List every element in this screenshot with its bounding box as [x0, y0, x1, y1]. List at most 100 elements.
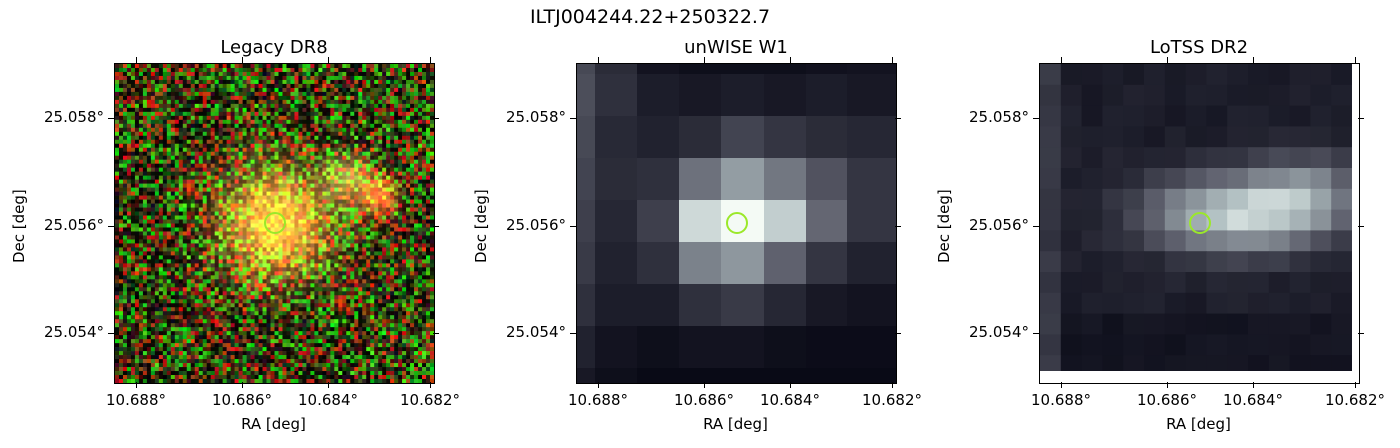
pixel	[154, 291, 160, 296]
pixel	[238, 64, 243, 69]
pixel	[262, 75, 267, 81]
pixel	[226, 71, 231, 77]
pixel	[286, 307, 291, 312]
pixel	[150, 179, 156, 184]
pixel	[150, 211, 156, 216]
pixel	[134, 99, 140, 105]
pixel	[382, 279, 387, 284]
pixel	[122, 179, 128, 184]
pixel	[194, 67, 200, 73]
pixel	[254, 67, 259, 73]
pixel	[134, 71, 140, 77]
pixel	[190, 231, 196, 236]
pixel	[138, 271, 144, 276]
pixel	[270, 123, 275, 129]
pixel	[270, 75, 275, 81]
pixel	[354, 103, 359, 109]
pixel	[346, 99, 351, 105]
pixel	[194, 175, 200, 180]
pixel	[254, 191, 259, 196]
pixel	[130, 159, 136, 164]
pixel	[350, 83, 355, 89]
pixel	[310, 287, 315, 292]
pixel	[138, 239, 144, 244]
pixel	[146, 303, 152, 308]
pixel	[370, 203, 375, 208]
pixel	[318, 219, 323, 224]
pixel	[254, 163, 259, 168]
pixel	[178, 219, 184, 224]
pixel	[274, 179, 279, 184]
pixel	[174, 135, 180, 141]
pixel	[354, 139, 359, 145]
pixel	[170, 219, 176, 224]
pixel	[242, 131, 247, 137]
pixel	[318, 291, 323, 296]
pixel	[322, 131, 327, 137]
pixel	[170, 183, 176, 188]
pixel	[186, 127, 192, 133]
pixel	[162, 259, 168, 264]
pixel	[306, 111, 311, 117]
pixel	[406, 139, 411, 145]
pixel	[186, 287, 192, 292]
pixel	[222, 259, 227, 264]
pixel	[338, 251, 343, 256]
pixel	[150, 271, 156, 276]
pixel	[306, 115, 311, 121]
pixel	[238, 283, 243, 288]
pixel	[122, 107, 128, 113]
pixel	[202, 167, 208, 172]
pixel	[194, 155, 200, 160]
pixel	[266, 295, 271, 300]
pixel	[202, 267, 208, 272]
pixel	[210, 231, 215, 236]
pixel	[362, 143, 367, 149]
pixel	[202, 187, 208, 192]
pixel	[206, 167, 211, 172]
pixel	[170, 155, 176, 160]
pixel	[422, 291, 427, 296]
pixel	[310, 203, 315, 208]
pixel	[414, 155, 419, 160]
pixel	[198, 111, 204, 117]
pixel	[406, 199, 411, 204]
pixel	[326, 87, 331, 93]
pixel	[338, 151, 343, 157]
pixel	[162, 167, 168, 172]
pixel	[394, 279, 399, 284]
pixel	[350, 307, 355, 312]
pixel	[294, 215, 299, 220]
pixel	[254, 187, 259, 192]
pixel	[154, 243, 160, 248]
pixel	[158, 219, 164, 224]
pixel	[222, 203, 227, 208]
pixel	[350, 67, 355, 73]
pixel	[130, 147, 136, 153]
pixel	[394, 67, 399, 73]
pixel	[330, 275, 335, 280]
pixel	[310, 83, 315, 89]
pixel	[382, 191, 387, 196]
pixel	[154, 155, 160, 160]
pixel	[206, 75, 211, 81]
pixel	[150, 143, 156, 149]
pixel	[342, 291, 347, 296]
pixel	[166, 211, 172, 216]
pixel	[174, 291, 180, 296]
pixel	[214, 67, 219, 73]
pixel	[322, 291, 327, 296]
pixel	[250, 231, 255, 236]
pixel	[126, 191, 132, 196]
pixel	[326, 175, 331, 180]
pixel	[146, 211, 152, 216]
pixel	[322, 123, 327, 129]
pixel	[426, 227, 431, 232]
pixel	[326, 307, 331, 312]
pixel	[338, 163, 343, 168]
pixel	[378, 243, 383, 248]
pixel	[342, 151, 347, 157]
pixel	[326, 111, 331, 117]
pixel	[414, 67, 419, 73]
pixel	[342, 227, 347, 232]
